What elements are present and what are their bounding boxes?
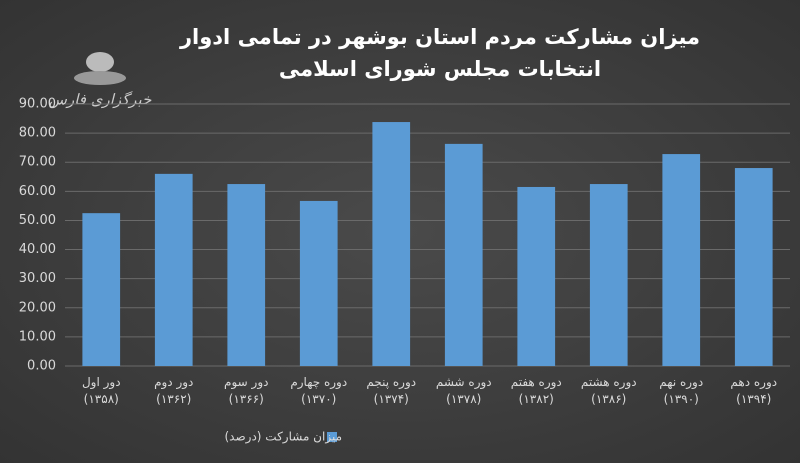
y-tick-label: 0.00 (27, 359, 56, 374)
y-tick-label: 80.00 (19, 126, 56, 141)
y-tick-label: 50.00 (19, 213, 56, 228)
x-tick-label: دور دوم (۱۳۶۲) (154, 375, 194, 406)
y-tick-label: 70.00 (19, 155, 56, 170)
chart-title: میزان مشارکت مردم استان بوشهر در تمامی ا… (179, 25, 700, 49)
bar (662, 154, 701, 366)
logo: خبرگزاری فارس (49, 52, 152, 109)
chart-subtitle: انتخابات مجلس شورای اسلامی (279, 57, 601, 81)
y-tick-label: 40.00 (19, 242, 56, 257)
x-tick-label: دوره هشتم (۱۳۸۶) (580, 375, 637, 406)
bar (444, 143, 483, 366)
bar (589, 184, 628, 366)
x-tick-label: دوره هفتم (۱۳۸۲) (510, 375, 562, 406)
x-tick-label: دوره دهم (۱۳۹۴) (730, 375, 778, 406)
bar (227, 184, 266, 366)
y-tick-label: 30.00 (19, 271, 56, 286)
y-tick-label: 60.00 (19, 184, 56, 199)
bar (372, 122, 411, 366)
x-tick-label: دوره ششم (۱۳۷۸) (435, 375, 492, 406)
x-tick-label: دوره نهم (۱۳۹۰) (659, 375, 704, 406)
logo-text: خبرگزاری فارس (49, 91, 152, 109)
logo-shape (86, 52, 114, 72)
logo-shape (74, 71, 126, 85)
y-tick-label: 90.00 (19, 97, 56, 112)
bar (734, 168, 773, 366)
legend-label: میزان مشارکت (درصد) (224, 430, 342, 445)
x-tick-label: دور اول (۱۳۵۸) (81, 375, 121, 406)
bar (299, 200, 338, 366)
bar (517, 186, 556, 366)
x-tick-label: دوره پنجم (۱۳۷۴) (366, 375, 417, 406)
x-tick-label: دوره چهارم (۱۳۷۰) (290, 375, 348, 406)
legend-swatch (327, 432, 337, 442)
y-tick-label: 20.00 (19, 300, 56, 315)
x-tick-label: دور سوم (۱۳۶۶) (224, 375, 269, 406)
bar (82, 213, 121, 366)
y-tick-label: 10.00 (19, 329, 56, 344)
bar (154, 173, 193, 366)
